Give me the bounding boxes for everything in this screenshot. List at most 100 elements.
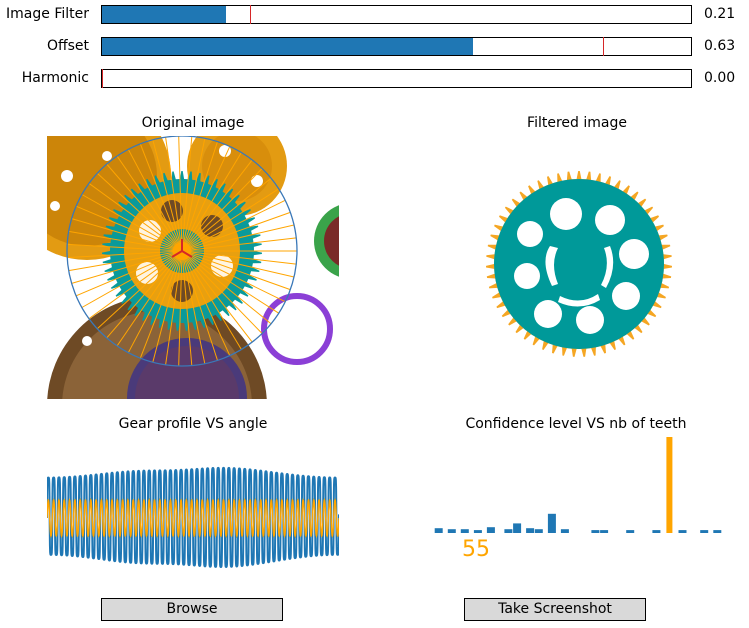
radial-line xyxy=(181,250,263,334)
radial-line xyxy=(71,250,183,284)
radial-line xyxy=(139,250,183,359)
radial-line xyxy=(181,141,218,252)
radial-line xyxy=(181,250,291,291)
radial-line xyxy=(181,250,193,366)
confidence-bar xyxy=(473,530,482,533)
filtered-image-panel xyxy=(470,136,692,399)
main-gear-hole xyxy=(171,280,193,302)
confidence-bar xyxy=(460,529,469,533)
radial-line xyxy=(181,188,279,252)
radial-line xyxy=(88,182,183,252)
radial-line xyxy=(181,177,272,252)
radial-line xyxy=(181,250,286,303)
radial-line xyxy=(152,250,183,363)
image-filter-slider[interactable] xyxy=(101,5,692,24)
filtered-gear-holes xyxy=(514,198,649,334)
confidence-bar xyxy=(591,530,600,533)
center-marker xyxy=(171,239,193,260)
radial-line xyxy=(181,237,297,252)
original-image xyxy=(47,136,339,399)
confidence-bar xyxy=(560,529,569,533)
radial-line xyxy=(67,250,183,259)
background-green-ring xyxy=(314,205,339,277)
radial-line xyxy=(181,224,295,252)
confidence-bar xyxy=(626,530,635,533)
radial-line xyxy=(181,250,295,278)
background-orange-gear-right xyxy=(187,136,287,216)
offset-slider[interactable] xyxy=(101,37,692,56)
gear-profile-title: Gear profile VS angle xyxy=(118,416,268,432)
radial-line xyxy=(127,149,183,252)
offset-value: 0.63 xyxy=(704,38,736,54)
radial-line xyxy=(181,211,291,252)
radial-line xyxy=(181,250,206,364)
radial-line xyxy=(181,146,231,252)
image-filter-slider-marker xyxy=(250,5,252,24)
take-screenshot-button[interactable]: Take Screenshot xyxy=(464,598,646,621)
gear-profile-chart xyxy=(47,435,339,570)
radial-line xyxy=(71,218,183,252)
confidence-bar xyxy=(526,528,535,533)
confidence-bar xyxy=(713,530,722,533)
radial-line xyxy=(75,250,183,297)
confidence-bar xyxy=(600,530,609,533)
confidence-bar xyxy=(434,528,443,533)
radial-line xyxy=(181,250,242,350)
harmonic-value: 0.00 xyxy=(704,70,736,86)
confidence-bar xyxy=(486,527,495,533)
gear-profile-plot xyxy=(47,466,339,569)
confidence-bar xyxy=(547,513,556,533)
radial-line xyxy=(181,250,218,361)
radial-line xyxy=(68,250,183,272)
confidence-bar xyxy=(700,530,709,533)
radial-sample-lines xyxy=(67,136,297,367)
radial-line xyxy=(165,250,183,365)
browse-button[interactable]: Browse xyxy=(101,598,283,621)
harmonic-slider[interactable] xyxy=(101,69,692,88)
radial-line xyxy=(152,139,183,252)
confidence-title: Confidence level VS nb of teeth xyxy=(465,416,687,432)
radial-line xyxy=(181,152,242,252)
radial-line xyxy=(181,250,272,325)
confidence-bar xyxy=(447,529,456,533)
radial-line xyxy=(96,172,183,252)
confidence-bar xyxy=(652,530,661,533)
radial-line xyxy=(178,250,183,367)
radial-line xyxy=(181,199,286,252)
radial-line xyxy=(116,250,183,347)
radial-line xyxy=(181,250,297,265)
radial-line xyxy=(68,230,183,252)
radial-line xyxy=(165,137,183,252)
image-filter-value: 0.21 xyxy=(704,6,736,22)
confidence-bar xyxy=(513,523,522,533)
radial-line xyxy=(181,250,231,356)
background-purple-ring xyxy=(261,293,333,365)
radial-line xyxy=(81,194,183,252)
confidence-bar xyxy=(504,529,513,533)
radial-line xyxy=(81,250,183,308)
original-image-title: Original image xyxy=(141,115,245,131)
radial-line xyxy=(106,163,183,252)
confidence-bar xyxy=(678,530,687,533)
filtered-image xyxy=(486,171,672,357)
radial-line xyxy=(181,136,193,252)
filtered-image-title: Filtered image xyxy=(527,115,627,131)
confidence-bar xyxy=(666,437,673,533)
image-filter-slider-fill xyxy=(102,6,226,23)
radial-line xyxy=(75,205,183,252)
offset-slider-marker xyxy=(603,37,605,56)
peak-teeth-label: 55 xyxy=(462,537,490,562)
harmonic-slider-marker xyxy=(102,69,103,88)
offset-slider-fill xyxy=(102,38,474,55)
radial-line xyxy=(96,250,183,330)
harmonic-label: Harmonic xyxy=(21,70,89,86)
radial-line xyxy=(181,138,206,252)
confidence-chart xyxy=(430,435,726,540)
confidence-bar xyxy=(534,529,543,533)
profile-series-orange xyxy=(47,497,339,539)
radial-line xyxy=(139,143,183,252)
original-image-panel xyxy=(47,136,339,399)
radial-line xyxy=(178,136,183,252)
image-filter-label: Image Filter xyxy=(6,6,89,22)
radial-line xyxy=(181,250,253,343)
